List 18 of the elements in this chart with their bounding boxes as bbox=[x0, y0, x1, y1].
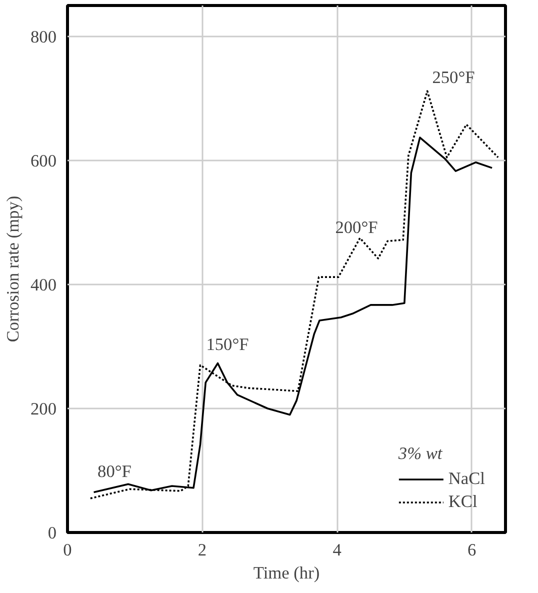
y-tick-label: 600 bbox=[30, 152, 57, 170]
y-tick-label: 200 bbox=[30, 400, 57, 418]
x-tick-label: 2 bbox=[198, 540, 207, 560]
y-tick-label: 800 bbox=[30, 28, 57, 46]
y-tick-label: 0 bbox=[48, 524, 57, 542]
annotation: 250°F bbox=[432, 68, 476, 87]
annotation: 80°F bbox=[98, 462, 132, 481]
x-tick-label: 0 bbox=[63, 540, 72, 560]
annotation: 200°F bbox=[335, 218, 378, 237]
x-tick-label: 4 bbox=[332, 540, 342, 560]
y-axis-title: Corrosion rate (mpy) bbox=[4, 196, 23, 342]
legend-title: 3% wt bbox=[398, 444, 444, 464]
legend-label: NaCl bbox=[448, 469, 485, 489]
legend-label: KCl bbox=[448, 492, 478, 512]
y-tick-label: 400 bbox=[30, 276, 57, 294]
x-tick-label: 6 bbox=[467, 540, 476, 560]
annotation: 150°F bbox=[206, 335, 250, 354]
x-axis-title: Time (hr) bbox=[253, 564, 320, 582]
